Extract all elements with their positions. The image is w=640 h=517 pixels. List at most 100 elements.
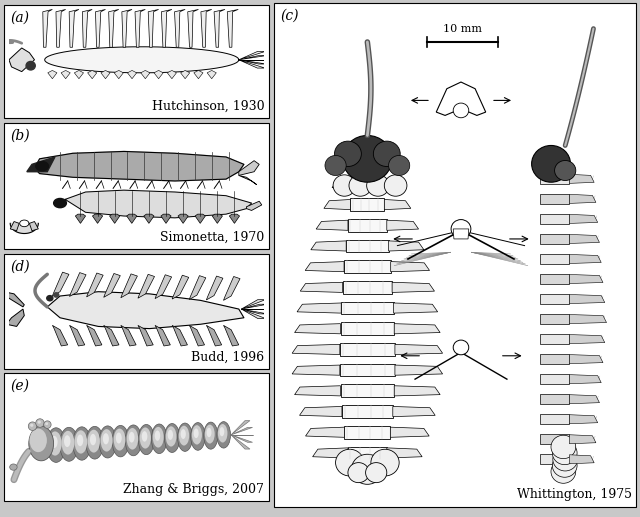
Ellipse shape: [142, 431, 147, 442]
Polygon shape: [229, 214, 239, 223]
Circle shape: [333, 175, 356, 196]
Ellipse shape: [100, 429, 113, 451]
Ellipse shape: [129, 432, 134, 443]
Text: Budd, 1996: Budd, 1996: [191, 351, 264, 364]
Polygon shape: [351, 198, 384, 211]
Polygon shape: [29, 221, 38, 231]
Polygon shape: [6, 309, 24, 326]
Polygon shape: [138, 275, 154, 298]
Circle shape: [26, 62, 35, 70]
Circle shape: [453, 103, 468, 118]
Polygon shape: [342, 405, 393, 418]
Ellipse shape: [44, 421, 51, 429]
Polygon shape: [195, 214, 205, 223]
Polygon shape: [340, 323, 394, 335]
Polygon shape: [340, 385, 394, 397]
Polygon shape: [206, 325, 221, 346]
Polygon shape: [161, 9, 172, 47]
Polygon shape: [45, 47, 239, 73]
Polygon shape: [86, 273, 103, 297]
Polygon shape: [294, 324, 340, 334]
Polygon shape: [154, 70, 163, 79]
Ellipse shape: [114, 429, 125, 451]
Polygon shape: [394, 386, 440, 396]
Ellipse shape: [47, 428, 65, 462]
Polygon shape: [70, 325, 85, 346]
Ellipse shape: [90, 434, 96, 445]
Polygon shape: [231, 428, 253, 435]
Polygon shape: [109, 9, 119, 47]
Polygon shape: [101, 70, 110, 79]
Polygon shape: [239, 60, 265, 68]
Polygon shape: [292, 365, 340, 375]
Polygon shape: [540, 354, 570, 364]
Ellipse shape: [64, 435, 70, 447]
Polygon shape: [148, 9, 159, 47]
Ellipse shape: [220, 427, 225, 436]
Circle shape: [551, 460, 576, 483]
Polygon shape: [76, 214, 86, 223]
Circle shape: [351, 454, 383, 484]
Polygon shape: [27, 157, 55, 172]
Polygon shape: [239, 55, 266, 60]
Polygon shape: [570, 375, 601, 384]
Polygon shape: [175, 9, 185, 47]
Polygon shape: [394, 303, 438, 313]
Polygon shape: [231, 435, 253, 442]
Polygon shape: [122, 9, 132, 47]
Ellipse shape: [74, 430, 87, 453]
Ellipse shape: [138, 424, 154, 454]
Polygon shape: [436, 82, 486, 115]
Circle shape: [349, 175, 372, 196]
Polygon shape: [311, 241, 346, 251]
Circle shape: [373, 141, 400, 166]
Polygon shape: [144, 214, 154, 223]
Polygon shape: [70, 272, 86, 296]
Polygon shape: [167, 70, 177, 79]
Polygon shape: [114, 70, 124, 79]
Polygon shape: [570, 394, 600, 404]
Polygon shape: [207, 70, 216, 79]
Polygon shape: [540, 434, 570, 444]
Text: Whittington, 1975: Whittington, 1975: [517, 489, 632, 501]
Circle shape: [371, 449, 399, 476]
Polygon shape: [127, 70, 137, 79]
Polygon shape: [540, 374, 570, 384]
Ellipse shape: [112, 425, 129, 457]
Polygon shape: [212, 214, 223, 223]
Polygon shape: [387, 220, 419, 231]
Polygon shape: [241, 300, 266, 309]
Text: (b): (b): [10, 128, 30, 142]
Ellipse shape: [152, 424, 167, 453]
Ellipse shape: [166, 427, 177, 447]
Polygon shape: [570, 254, 601, 264]
Polygon shape: [540, 334, 570, 344]
Ellipse shape: [168, 430, 173, 440]
Polygon shape: [300, 406, 342, 417]
Polygon shape: [294, 386, 340, 396]
Text: (e): (e): [10, 378, 29, 392]
Polygon shape: [540, 294, 570, 304]
Polygon shape: [570, 314, 607, 324]
Polygon shape: [194, 70, 203, 79]
Polygon shape: [188, 9, 198, 47]
Ellipse shape: [73, 427, 91, 460]
Ellipse shape: [205, 424, 214, 444]
Polygon shape: [231, 421, 250, 435]
Ellipse shape: [77, 434, 83, 446]
Ellipse shape: [29, 429, 47, 452]
Polygon shape: [138, 325, 153, 346]
Bar: [4, 373, 269, 501]
Polygon shape: [570, 174, 594, 184]
Ellipse shape: [30, 423, 33, 427]
Circle shape: [552, 442, 577, 465]
Polygon shape: [121, 325, 136, 346]
Polygon shape: [127, 214, 137, 223]
Bar: [4, 5, 269, 118]
Ellipse shape: [51, 436, 58, 448]
Ellipse shape: [103, 433, 109, 445]
Ellipse shape: [180, 429, 186, 439]
Polygon shape: [348, 219, 387, 232]
Polygon shape: [10, 223, 38, 234]
Polygon shape: [74, 70, 84, 79]
